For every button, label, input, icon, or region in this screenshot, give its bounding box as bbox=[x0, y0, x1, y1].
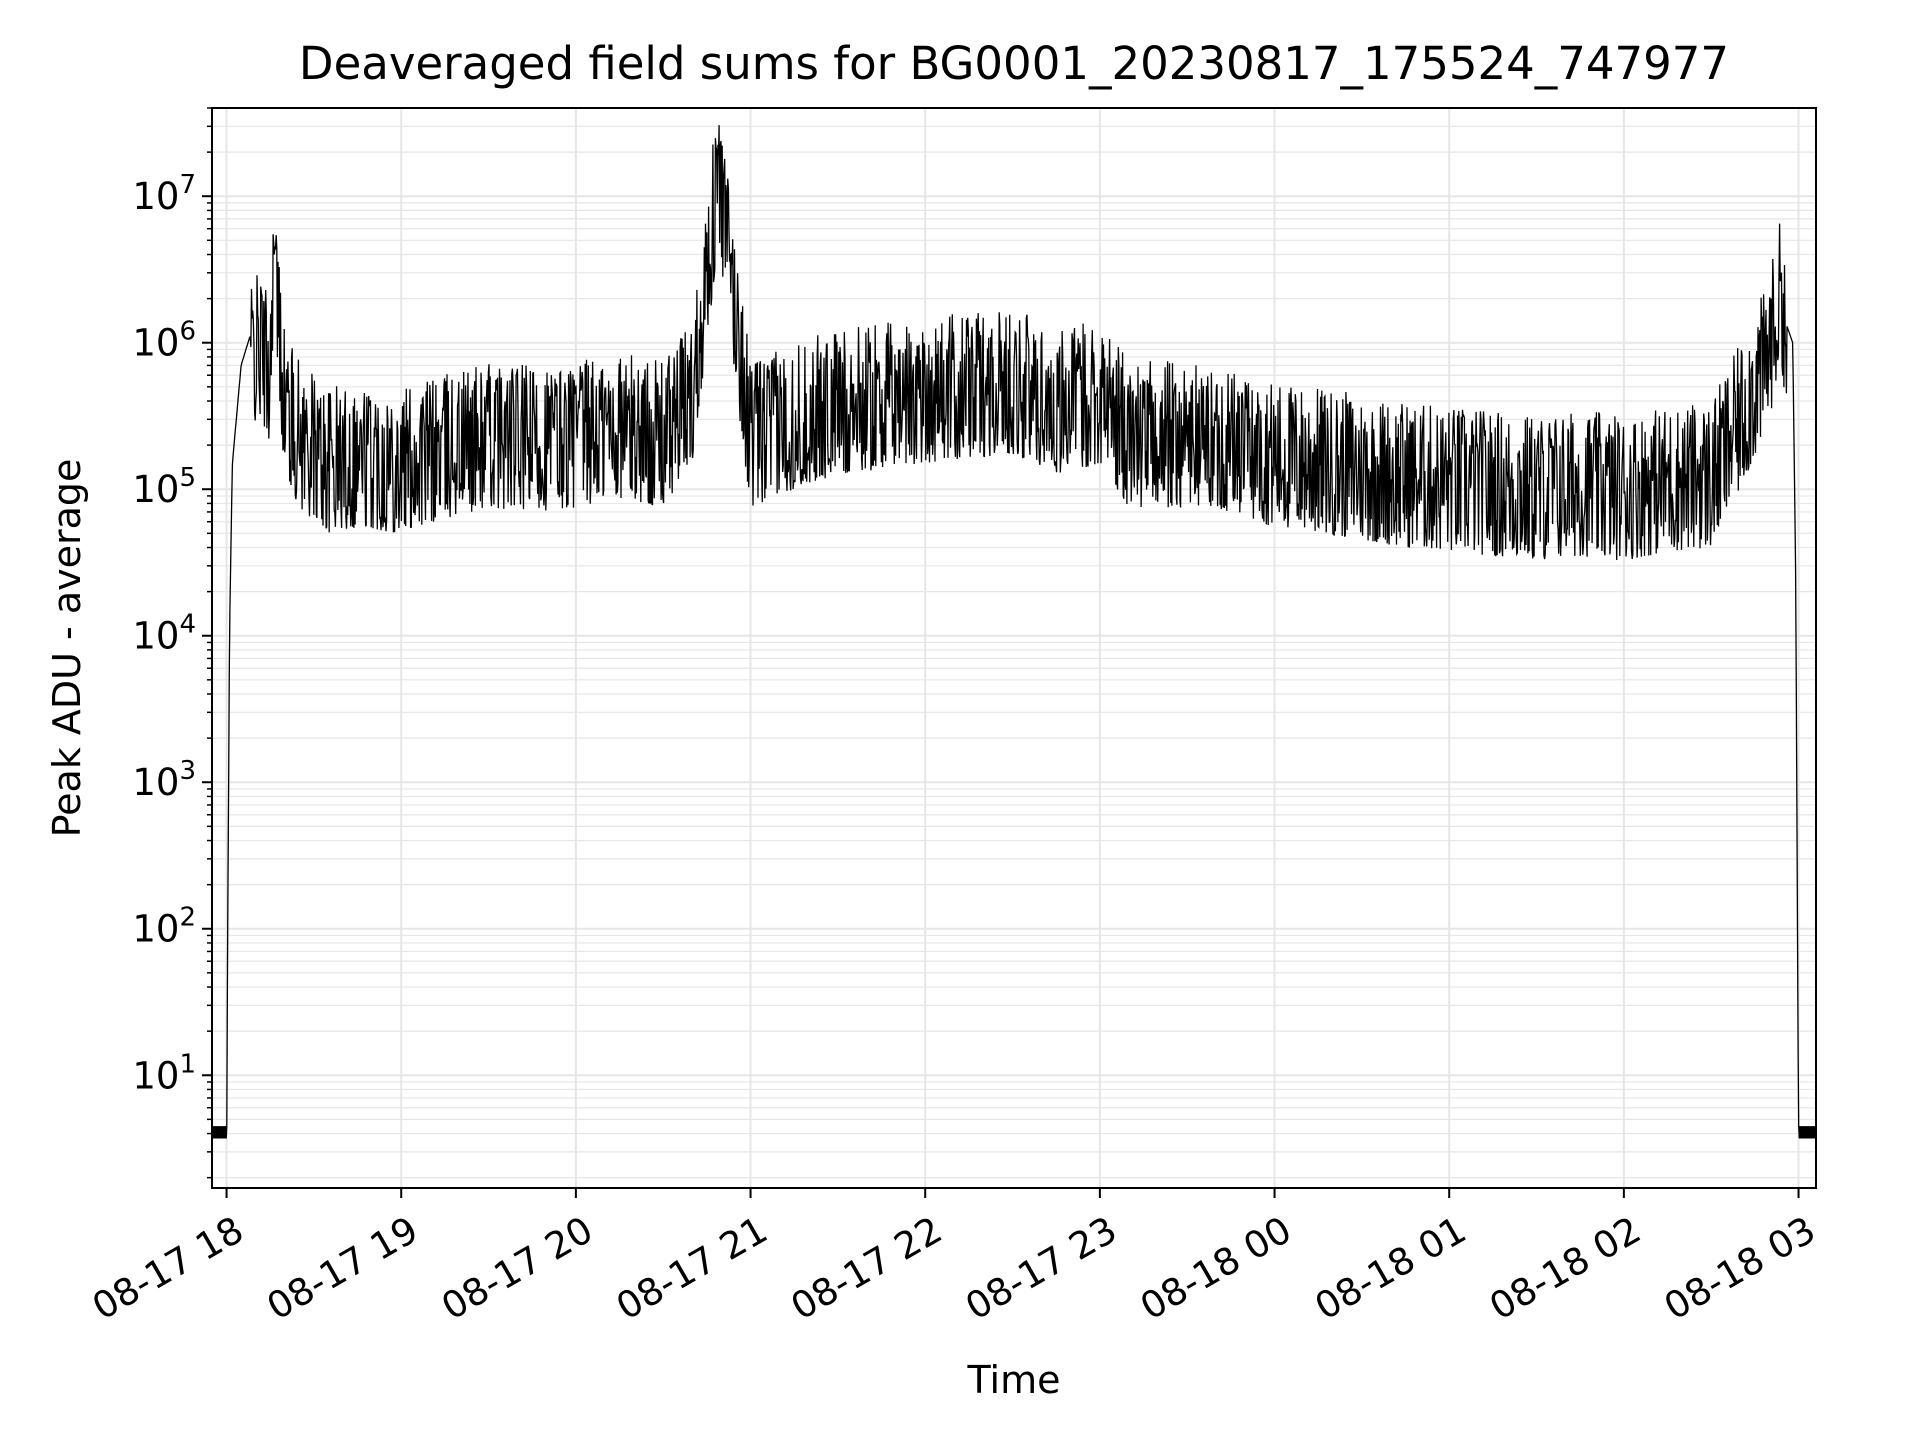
x-tick-label: 08-17 21 bbox=[609, 1208, 775, 1328]
plot-frame bbox=[211, 107, 1817, 1189]
x-tick-label: 08-18 01 bbox=[1308, 1208, 1474, 1328]
y-axis-label: Peak ADU - average bbox=[45, 459, 89, 838]
y-tick-label: 107 bbox=[132, 170, 196, 218]
x-tick-label: 08-17 23 bbox=[958, 1208, 1124, 1328]
y-tick-label: 106 bbox=[132, 317, 196, 365]
x-axis-label: Time bbox=[967, 1358, 1061, 1402]
y-tick-label: 104 bbox=[132, 610, 196, 658]
x-axis: 08-17 18 08-17 19 08-17 20 08-17 21 08-17 22… bbox=[85, 1188, 1823, 1329]
x-tick-label: 08-17 18 bbox=[85, 1208, 251, 1328]
series-line bbox=[211, 125, 1817, 1139]
x-tick-label: 08-18 02 bbox=[1482, 1208, 1648, 1328]
x-tick-label: 08-17 22 bbox=[784, 1208, 950, 1328]
y-tick-label: 103 bbox=[132, 756, 196, 804]
x-tick-label: 08-18 00 bbox=[1133, 1208, 1299, 1328]
chart-title: Deaveraged field sums for BG0001_2023081… bbox=[299, 37, 1729, 90]
x-tick-label: 08-17 19 bbox=[260, 1208, 426, 1328]
x-tick-label: 08-17 20 bbox=[434, 1208, 600, 1328]
grid bbox=[212, 107, 1816, 1188]
y-axis: 101 102 103 104 105 106 107 bbox=[132, 107, 212, 1179]
y-tick-label: 101 bbox=[132, 1049, 196, 1097]
y-tick-label: 105 bbox=[132, 463, 196, 511]
x-tick-label: 08-18 03 bbox=[1657, 1208, 1823, 1328]
plot-area bbox=[211, 125, 1817, 1139]
y-tick-label: 102 bbox=[132, 903, 196, 951]
